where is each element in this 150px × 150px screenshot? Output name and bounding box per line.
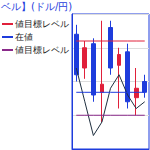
svg-text:在値: 在値 [15, 32, 33, 42]
svg-text:値目標レベル: 値目標レベル [15, 19, 69, 29]
svg-text:値目標レベル: 値目標レベル [15, 45, 69, 55]
svg-text:ベル】(ドル/円): ベル】(ドル/円) [1, 1, 72, 12]
